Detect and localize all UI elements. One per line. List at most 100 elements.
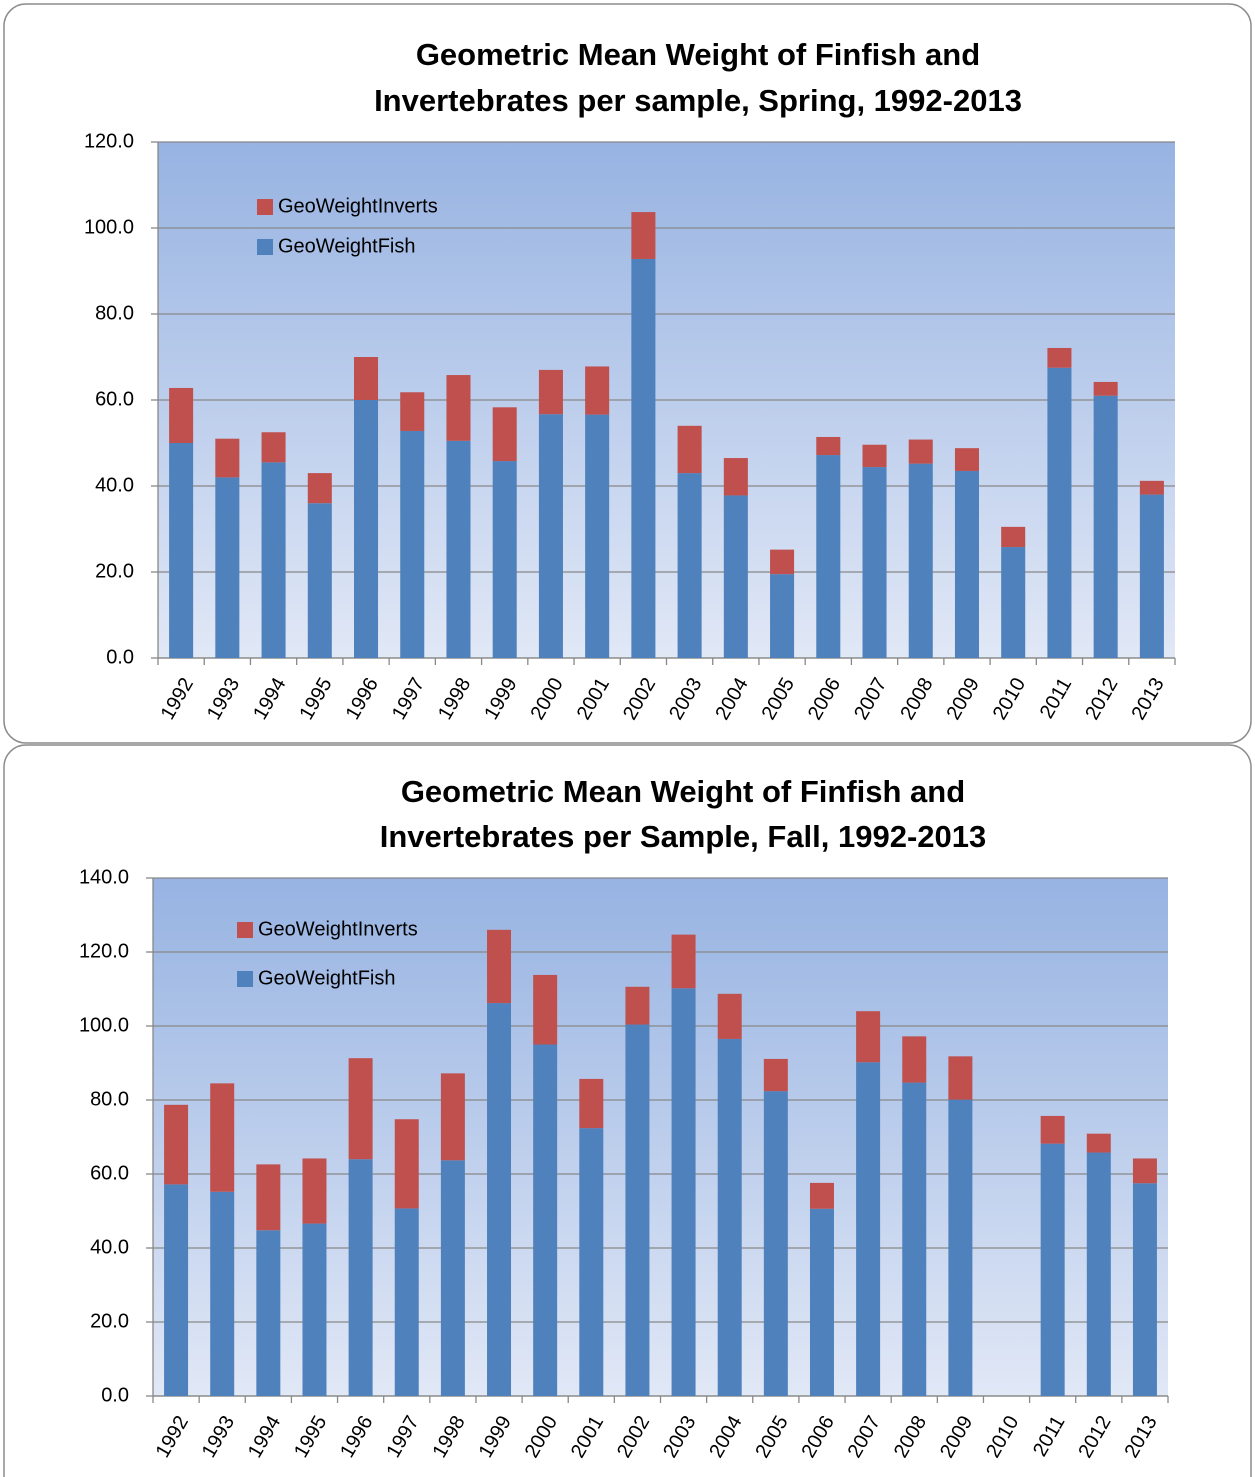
bar-segment — [538, 369, 563, 415]
bar-segment — [394, 1208, 419, 1396]
y-tick-label: 120.0 — [79, 940, 129, 962]
bar-segment — [169, 443, 194, 658]
bar-segment — [856, 1062, 881, 1396]
bar-segment — [1040, 1115, 1065, 1144]
bar-segment — [625, 1024, 650, 1396]
legend-label: GeoWeightInverts — [278, 195, 438, 217]
bar-segment — [856, 1011, 881, 1063]
bar-segment — [533, 974, 558, 1045]
bar-segment — [585, 414, 610, 658]
bar-segment — [1086, 1152, 1111, 1396]
bar-segment — [1139, 480, 1164, 495]
y-tick-label: 60.0 — [95, 388, 134, 410]
bar-segment — [348, 1058, 373, 1160]
y-tick-label: 140.0 — [79, 866, 129, 888]
bar-segment — [579, 1128, 604, 1396]
bar-segment — [671, 934, 696, 989]
bar-segment — [492, 407, 517, 462]
bar-segment — [809, 1182, 834, 1209]
legend-label: GeoWeightFish — [258, 967, 395, 989]
bar-segment — [862, 467, 887, 658]
chart-title: Invertebrates per Sample, Fall, 1992-201… — [380, 819, 987, 854]
bar-segment — [164, 1104, 189, 1185]
legend-label: GeoWeightFish — [278, 235, 415, 257]
bar-segment — [816, 436, 841, 456]
bar-segment — [302, 1223, 327, 1396]
bar-segment — [1093, 395, 1118, 658]
bar-segment — [816, 455, 841, 658]
bar-segment — [717, 1038, 742, 1396]
bar-segment — [631, 212, 656, 259]
bar-segment — [487, 1003, 512, 1396]
bar-segment — [256, 1164, 281, 1231]
bar-segment — [770, 574, 795, 658]
bar-segment — [487, 929, 512, 1004]
legend-swatch — [257, 239, 273, 255]
y-tick-label: 20.0 — [90, 1310, 129, 1332]
bar-segment — [723, 458, 748, 496]
y-tick-label: 40.0 — [95, 474, 134, 496]
y-tick-label: 20.0 — [95, 560, 134, 582]
legend-swatch — [257, 199, 273, 215]
bar-segment — [625, 986, 650, 1025]
bar-segment — [164, 1184, 189, 1396]
bar-segment — [1040, 1143, 1065, 1396]
bar-segment — [307, 503, 332, 658]
legend-swatch — [237, 922, 253, 938]
bar-segment — [538, 414, 563, 658]
y-tick-label: 100.0 — [79, 1014, 129, 1036]
bar-segment — [1139, 494, 1164, 658]
y-tick-label: 100.0 — [84, 216, 134, 238]
bar-segment — [723, 495, 748, 658]
y-tick-label: 0.0 — [106, 646, 134, 668]
bar-segment — [809, 1208, 834, 1396]
bar-segment — [261, 462, 286, 658]
bar-segment — [631, 258, 656, 658]
bar-segment — [1086, 1133, 1111, 1153]
bar-segment — [492, 461, 517, 658]
bar-segment — [261, 432, 286, 463]
y-tick-label: 40.0 — [90, 1236, 129, 1258]
bar-segment — [1047, 347, 1072, 368]
bar-segment — [954, 448, 979, 471]
bar-segment — [908, 463, 933, 658]
bar-segment — [763, 1058, 788, 1092]
bar-segment — [579, 1078, 604, 1129]
bar-segment — [671, 988, 696, 1396]
y-tick-label: 80.0 — [90, 1088, 129, 1110]
bar-segment — [446, 375, 471, 441]
bar-segment — [1093, 381, 1118, 396]
bar-segment — [210, 1191, 235, 1396]
bar-segment — [440, 1160, 465, 1396]
bar-segment — [256, 1230, 281, 1396]
bar-segment — [1047, 367, 1072, 658]
chart-title: Invertebrates per sample, Spring, 1992-2… — [374, 83, 1022, 118]
bar-segment — [215, 438, 240, 478]
bar-segment — [446, 440, 471, 658]
bar-segment — [948, 1099, 973, 1396]
bar-segment — [902, 1082, 927, 1396]
y-tick-label: 120.0 — [84, 130, 134, 152]
bar-segment — [440, 1073, 465, 1161]
bar-segment — [302, 1158, 327, 1224]
bar-segment — [348, 1159, 373, 1396]
chart-title: Geometric Mean Weight of Finfish and — [401, 774, 965, 809]
bar-segment — [394, 1119, 419, 1209]
bar-segment — [948, 1056, 973, 1100]
bar-segment — [902, 1036, 927, 1083]
bar-segment — [169, 387, 194, 443]
bar-segment — [908, 439, 933, 464]
bar-segment — [585, 366, 610, 415]
bar-segment — [1001, 547, 1026, 658]
bar-segment — [763, 1091, 788, 1396]
y-tick-label: 60.0 — [90, 1162, 129, 1184]
bar-segment — [354, 357, 379, 400]
bar-segment — [1132, 1158, 1157, 1184]
y-tick-label: 80.0 — [95, 302, 134, 324]
bar-segment — [677, 473, 702, 658]
chart-title: Geometric Mean Weight of Finfish and — [416, 37, 980, 72]
bar-segment — [307, 473, 332, 504]
bar-segment — [770, 549, 795, 575]
